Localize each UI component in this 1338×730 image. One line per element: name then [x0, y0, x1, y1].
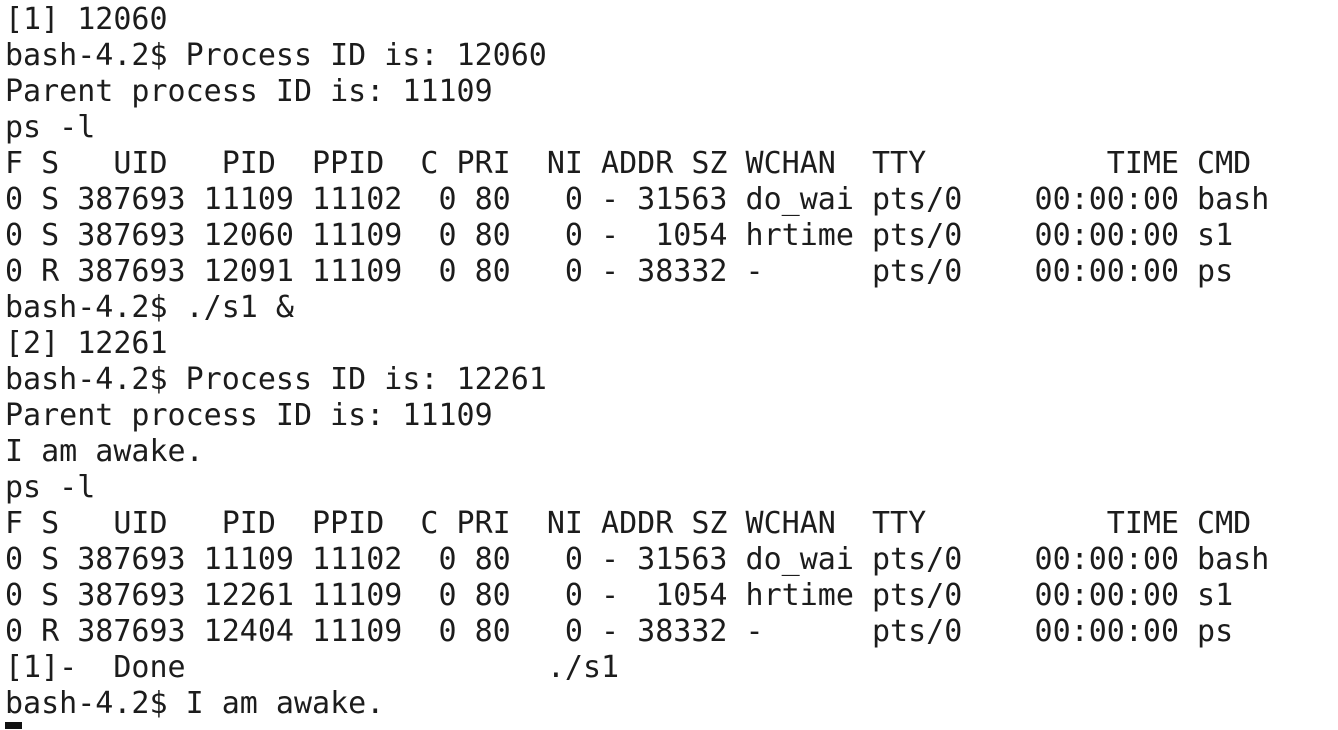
ps-row-bash: 0 S 387693 11109 11102 0 80 0 - 31563 do… [5, 542, 1270, 577]
job-started-line: [1] 12060 [5, 2, 168, 37]
job-started-line: [2] 12261 [5, 326, 168, 361]
terminal-cursor [5, 722, 22, 729]
ps-row-ps: 0 R 387693 12091 11109 0 80 0 - 38332 - … [5, 254, 1234, 289]
process-id-line: bash-4.2$ Process ID is: 12261 [5, 362, 547, 397]
run-s1-command-line: bash-4.2$ ./s1 & [5, 290, 294, 325]
ps-row-ps: 0 R 387693 12404 11109 0 80 0 - 38332 - … [5, 614, 1234, 649]
job-done-line: [1]- Done ./s1 [5, 650, 620, 685]
prompt-line[interactable]: bash-4.2$ I am awake. [5, 686, 385, 721]
ps-header-row: F S UID PID PPID C PRI NI ADDR SZ WCHAN … [5, 146, 1252, 181]
parent-process-id-line: Parent process ID is: 11109 [5, 398, 493, 433]
ps-command-line: ps -l [5, 470, 96, 505]
process-id-line: bash-4.2$ Process ID is: 12060 [5, 38, 547, 73]
ps-row-bash: 0 S 387693 11109 11102 0 80 0 - 31563 do… [5, 182, 1270, 217]
ps-row-s1: 0 S 387693 12261 11109 0 80 0 - 1054 hrt… [5, 578, 1234, 613]
awake-message-line: I am awake. [5, 434, 204, 469]
ps-row-s1: 0 S 387693 12060 11109 0 80 0 - 1054 hrt… [5, 218, 1234, 253]
ps-command-line: ps -l [5, 110, 96, 145]
terminal-output[interactable]: [1] 12060 bash-4.2$ Process ID is: 12060… [5, 2, 1333, 728]
parent-process-id-line: Parent process ID is: 11109 [5, 74, 493, 109]
ps-header-row: F S UID PID PPID C PRI NI ADDR SZ WCHAN … [5, 506, 1252, 541]
